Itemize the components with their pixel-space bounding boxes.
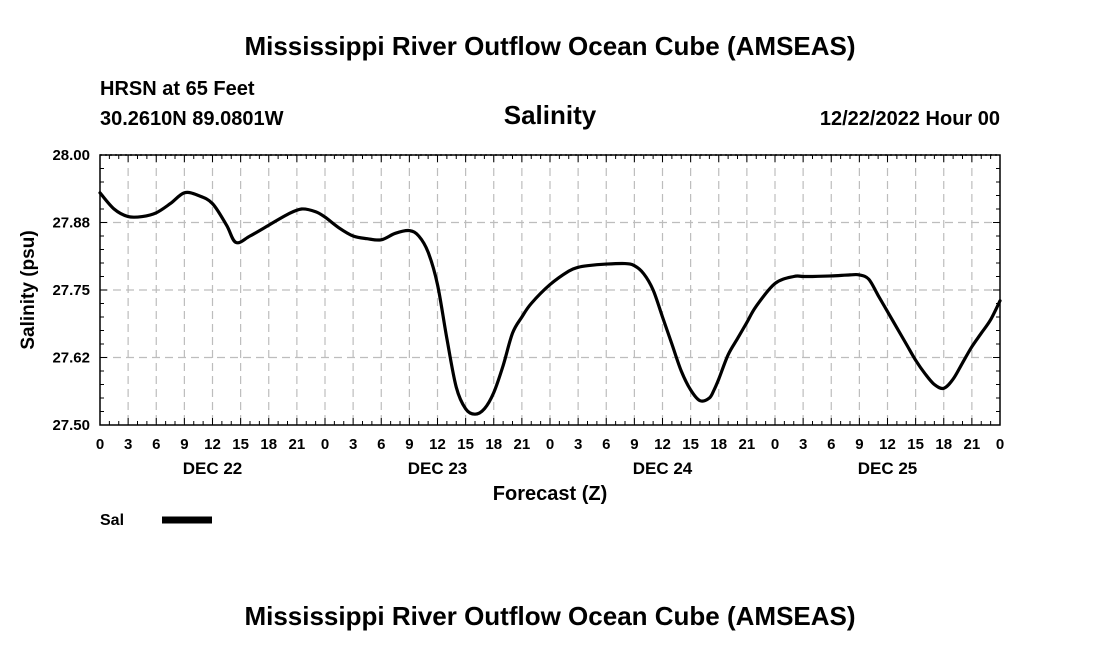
y-tick-label: 27.88 <box>52 215 90 232</box>
y-tick-label: 27.50 <box>52 417 90 434</box>
x-tick-label: 6 <box>152 436 160 453</box>
x-tick-label: 12 <box>654 436 671 453</box>
x-tick-label: 15 <box>682 436 699 453</box>
x-tick-label: 0 <box>996 436 1004 453</box>
x-tick-label: 9 <box>180 436 188 453</box>
y-axis-label: Salinity (psu) <box>18 230 39 349</box>
day-label: DEC 22 <box>183 459 243 478</box>
x-axis-label: Forecast (Z) <box>493 483 607 505</box>
grid-lines <box>100 154 1000 425</box>
y-tick-label: 27.75 <box>52 282 90 299</box>
legend-label: Sal <box>100 512 124 529</box>
x-tick-label: 3 <box>349 436 357 453</box>
x-tick-label: 6 <box>377 436 385 453</box>
x-tick-label: 21 <box>514 436 531 453</box>
x-tick-label: 9 <box>855 436 863 453</box>
day-label: DEC 25 <box>858 459 918 478</box>
x-tick-label: 0 <box>546 436 554 453</box>
x-tick-label: 18 <box>260 436 277 453</box>
datetime-label: 12/22/2022 Hour 00 <box>820 108 1000 130</box>
x-tick-label: 21 <box>739 436 756 453</box>
y-tick-label: 27.62 <box>52 350 90 367</box>
x-tick-label: 15 <box>907 436 924 453</box>
x-tick-label: 15 <box>232 436 249 453</box>
x-tick-labels: 0 3 6 9 12 15 18 21 0 3 6 9 12 15 18 21 0 3 6 9 12 15 18 21 0 3 6 9… <box>96 436 1004 453</box>
x-tick-label: 18 <box>485 436 502 453</box>
x-tick-label: 9 <box>630 436 638 453</box>
x-tick-label: 9 <box>405 436 413 453</box>
plot-frame <box>99 154 1001 426</box>
x-tick-label: 6 <box>827 436 835 453</box>
x-tick-label: 3 <box>124 436 132 453</box>
chart-main-title: Mississippi River Outflow Ocean Cube (AM… <box>244 31 855 61</box>
station-label: HRSN at 65 Feet <box>100 78 255 100</box>
day-label: DEC 24 <box>633 459 693 478</box>
x-tick-label: 18 <box>710 436 727 453</box>
x-tick-label: 3 <box>574 436 582 453</box>
x-tick-label: 0 <box>771 436 779 453</box>
x-tick-label: 15 <box>457 436 474 453</box>
y-tick-labels: 28.00 27.88 27.75 27.62 27.50 <box>52 147 90 434</box>
x-tick-label: 12 <box>204 436 221 453</box>
footer-title: Mississippi River Outflow Ocean Cube (AM… <box>244 601 855 631</box>
parameter-title: Salinity <box>504 100 597 130</box>
x-tick-label: 21 <box>964 436 981 453</box>
y-tick-label: 28.00 <box>52 147 90 164</box>
series-group <box>98 190 1002 416</box>
x-tick-label: 3 <box>799 436 807 453</box>
x-tick-label: 12 <box>429 436 446 453</box>
x-tick-label: 6 <box>602 436 610 453</box>
day-labels: DEC 22 DEC 23 DEC 24 DEC 25 <box>183 459 918 478</box>
x-tick-label: 21 <box>289 436 306 453</box>
x-tick-label: 0 <box>321 436 329 453</box>
x-tick-label: 12 <box>879 436 896 453</box>
x-tick-label: 0 <box>96 436 104 453</box>
series-line-sal <box>98 190 1002 416</box>
x-tick-label: 18 <box>935 436 952 453</box>
day-label: DEC 23 <box>408 459 468 478</box>
coordinates-label: 30.2610N 89.0801W <box>100 108 284 130</box>
